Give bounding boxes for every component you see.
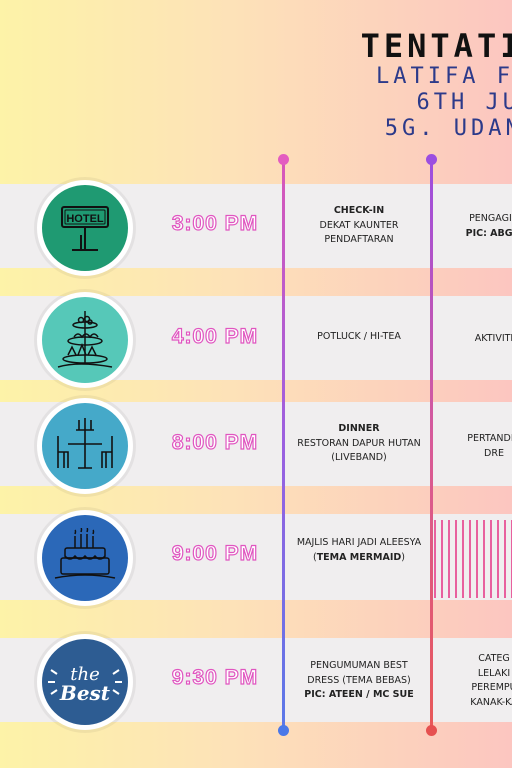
right-col-row-1-pic: PIC: ABG E: [465, 227, 512, 239]
badge-word-best: Best: [59, 681, 111, 705]
timeline-line-right: [430, 159, 433, 731]
time-row-5: 9:30 PM: [171, 665, 259, 689]
birthday-cake-icon: [37, 510, 133, 606]
header: TENTATIVE LATIFA F 6TH JU 5G. UDANG: [361, 28, 512, 142]
activity-row-4-text: MAJLIS HARI JADI ALEESYA (: [296, 537, 422, 563]
activity-row-3-detail: RESTORAN DAPUR HUTAN (LIVEBAND): [297, 437, 421, 464]
right-col-row-5: CATEG LELAKI PEREMPU KANAK-KA: [444, 652, 512, 710]
timeline-dot-top-right: [426, 154, 437, 165]
dining-table-icon: [37, 398, 133, 494]
activity-row-3: DINNER RESTORAN DAPUR HUTAN (LIVEBAND): [296, 422, 422, 466]
activity-row-5-text: PENGUMUMAN BEST DRESS (TEMA BEBAS): [307, 660, 411, 686]
right-col-row-1-text: PENGAGIH: [469, 213, 512, 224]
right-col-row-5-l3: PEREMPU: [471, 682, 512, 693]
hotel-sign-icon: HOTEL: [37, 180, 133, 276]
activity-row-1: CHECK-IN DEKAT KAUNTER PENDAFTARAN: [296, 204, 422, 248]
right-col-row-5-l2: LELAKI: [477, 667, 511, 679]
right-col-row-3-text2: DRE: [484, 447, 504, 459]
timeline-dot-bottom-left: [278, 725, 289, 736]
activity-row-5: PENGUMUMAN BEST DRESS (TEMA BEBAS) PIC: …: [296, 659, 422, 703]
svg-text:HOTEL: HOTEL: [66, 213, 104, 225]
activity-row-4-close: ): [401, 551, 405, 563]
right-col-row-1: PENGAGIH PIC: ABG E: [444, 212, 512, 241]
activity-row-1-bold: CHECK-IN: [333, 205, 385, 216]
right-col-row-3-text: PERTANDIN: [467, 433, 512, 444]
activity-row-4-theme: TEMA MERMAID: [316, 551, 402, 563]
time-row-1: 3:00 PM: [171, 211, 259, 235]
subtitle-line-1: LATIFA F: [376, 64, 512, 89]
activity-row-4: MAJLIS HARI JADI ALEESYA (TEMA MERMAID): [296, 536, 422, 565]
time-row-4: 9:00 PM: [171, 541, 259, 565]
activity-row-5-pic: PIC: ATEEN / MC SUE: [304, 689, 414, 700]
timeline-dot-top-left: [278, 154, 289, 165]
time-row-2: 4:00 PM: [171, 324, 259, 348]
page-title: TENTATIVE: [360, 27, 512, 65]
time-row-3: 8:00 PM: [171, 430, 259, 454]
activity-row-2: POTLUCK / HI-TEA: [317, 331, 401, 342]
tiered-cake-stand-icon: [37, 292, 133, 388]
subtitle-line-2: 6TH JU: [416, 90, 512, 115]
right-col-row-2: AKTIVITI: [474, 333, 512, 344]
badge-word-the: the: [70, 664, 99, 685]
right-col-row-5-l4: KANAK-KA: [470, 696, 512, 708]
right-col-row-5-l1: CATEG: [478, 653, 510, 664]
subtitle-line-3: 5G. UDANG: [384, 116, 512, 141]
timeline-dot-bottom-right: [426, 725, 437, 736]
timeline-line-left: [282, 159, 285, 731]
right-col-row-3: PERTANDIN DRE: [444, 432, 512, 461]
activity-row-3-bold: DINNER: [338, 423, 380, 434]
the-best-badge-icon: the Best: [37, 634, 133, 730]
activity-row-1-detail: DEKAT KAUNTER PENDAFTARAN: [319, 219, 399, 246]
decorative-stripes: [434, 520, 512, 598]
